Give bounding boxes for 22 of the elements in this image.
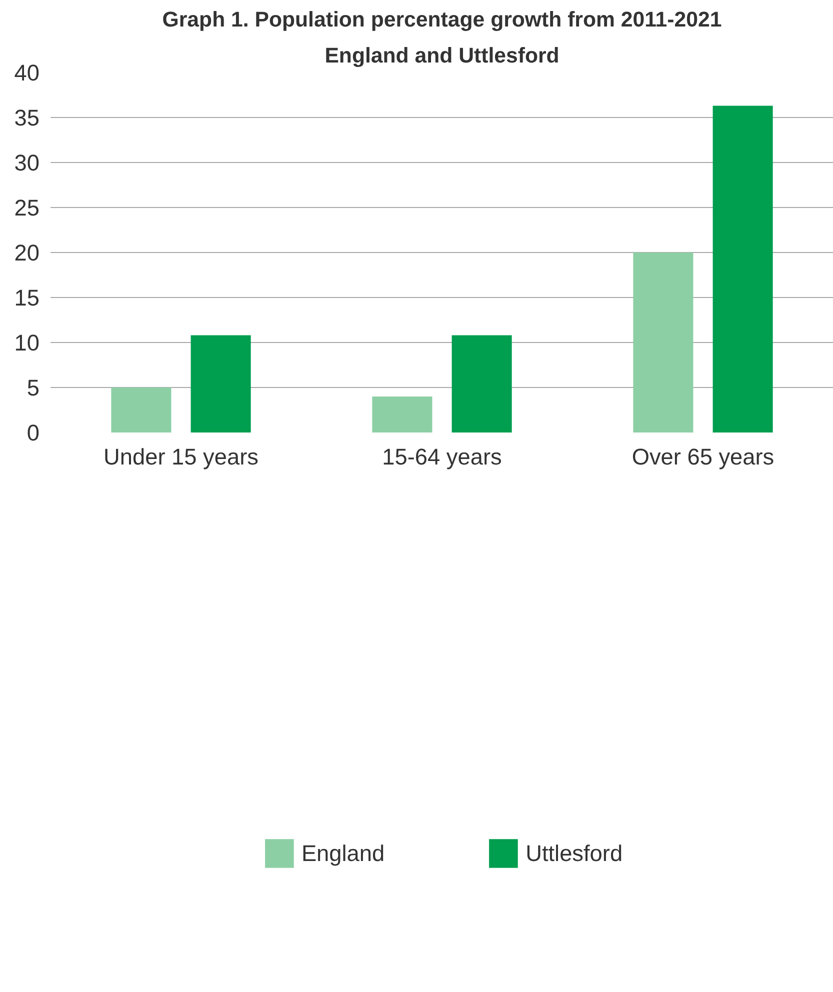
- bar: [712, 106, 773, 432]
- y-tick-label: 40: [14, 60, 40, 86]
- x-tick-label: Under 15 years: [104, 444, 258, 470]
- bar: [633, 252, 694, 432]
- bar: [111, 388, 172, 432]
- legend-label: England: [301, 840, 385, 866]
- y-tick-label: 35: [14, 104, 40, 130]
- bar: [452, 335, 512, 432]
- y-tick-label: 15: [14, 284, 40, 310]
- bar: [372, 396, 432, 432]
- y-tick-label: 20: [14, 240, 40, 266]
- bar: [190, 335, 251, 432]
- x-tick-label: 15-64 years: [382, 444, 502, 470]
- y-tick-label: 10: [14, 330, 40, 356]
- y-tick-label: 5: [26, 374, 40, 400]
- chart-title: Graph 1. Population percentage growth from 2011-2021: [162, 8, 722, 32]
- y-tick-label: 0: [26, 420, 40, 446]
- y-tick-label: 25: [14, 194, 40, 220]
- y-tick-label: 30: [14, 150, 40, 176]
- x-tick-label: Over 65 years: [632, 444, 774, 470]
- chart-subtitle: England and Uttlesford: [324, 44, 560, 68]
- legend-label: Uttlesford: [526, 840, 623, 866]
